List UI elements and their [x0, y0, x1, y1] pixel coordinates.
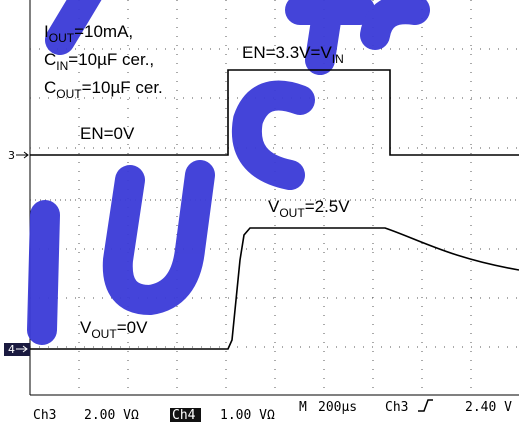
status-text: Ch3 [385, 400, 408, 415]
subscript: OUT [279, 206, 305, 220]
status-text: Ch4 [172, 408, 196, 423]
status-text: Ch3 [33, 408, 56, 423]
ch3-marker: 3 [8, 149, 15, 162]
subscript: OUT [56, 87, 82, 101]
subscript: IN [56, 59, 68, 73]
status-text: 1.00 VΩ [220, 408, 275, 423]
subscript: OUT [49, 31, 75, 45]
text: =0V [117, 318, 148, 337]
text: =10µF cer. [82, 78, 163, 97]
watermark-stroke [42, 215, 45, 330]
text: C [44, 78, 56, 97]
status-text: 200µs [318, 400, 357, 415]
status-text: 2.40 V [465, 400, 512, 415]
text: =10µF cer., [68, 50, 154, 69]
ch4-marker: 4 [8, 343, 15, 356]
status-text: M [299, 400, 307, 415]
en-low-label: EN=0V [80, 124, 135, 143]
text: EN=3.3V=V [242, 43, 332, 62]
scope-screen: IOUT=10mA, CIN=10µF cer., COUT=10µF cer.… [0, 0, 519, 429]
text: C [44, 50, 56, 69]
text: =2.5V [305, 197, 351, 216]
text: V [80, 318, 92, 337]
status-text: 2.00 VΩ [84, 408, 139, 423]
text: =10mA, [74, 22, 133, 41]
text: V [268, 197, 280, 216]
subscript: OUT [91, 327, 117, 341]
subscript: IN [332, 52, 344, 66]
